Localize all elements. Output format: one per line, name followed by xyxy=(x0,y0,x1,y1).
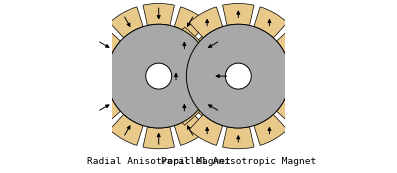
Circle shape xyxy=(186,24,290,128)
Wedge shape xyxy=(166,60,188,92)
Wedge shape xyxy=(143,3,174,25)
Text: Parallel Anisotropic Magnet: Parallel Anisotropic Magnet xyxy=(161,157,316,166)
Wedge shape xyxy=(174,7,208,38)
Wedge shape xyxy=(89,27,120,61)
Wedge shape xyxy=(174,114,208,145)
Wedge shape xyxy=(289,60,311,92)
Wedge shape xyxy=(223,3,254,25)
Circle shape xyxy=(225,63,251,89)
Wedge shape xyxy=(277,27,308,61)
Wedge shape xyxy=(254,7,287,38)
Wedge shape xyxy=(89,92,120,125)
Text: Radial Anisotropic Magnet: Radial Anisotropic Magnet xyxy=(87,157,231,166)
Wedge shape xyxy=(169,92,200,125)
Wedge shape xyxy=(189,7,223,38)
Wedge shape xyxy=(169,27,200,61)
Circle shape xyxy=(146,63,172,89)
Wedge shape xyxy=(254,114,287,145)
Wedge shape xyxy=(197,27,228,61)
Wedge shape xyxy=(189,114,223,145)
Wedge shape xyxy=(86,60,108,92)
Wedge shape xyxy=(143,127,174,149)
Wedge shape xyxy=(209,60,231,92)
Wedge shape xyxy=(110,7,143,38)
Circle shape xyxy=(107,24,211,128)
Wedge shape xyxy=(277,92,308,125)
Wedge shape xyxy=(110,114,143,145)
Wedge shape xyxy=(223,127,254,149)
Wedge shape xyxy=(197,92,228,125)
